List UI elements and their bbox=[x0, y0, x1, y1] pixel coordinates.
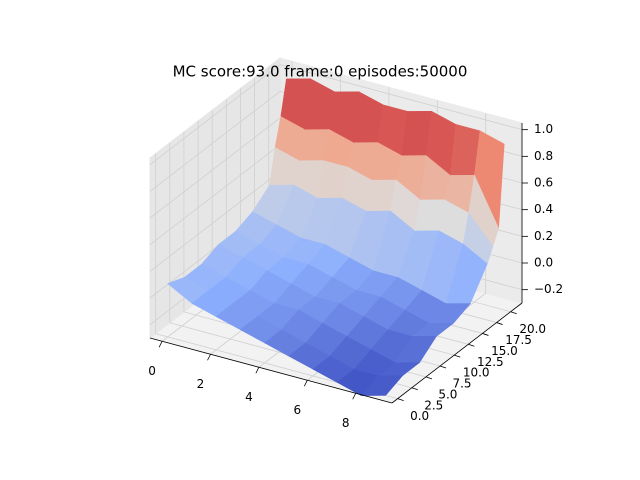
y-tick-label: 2.5 bbox=[424, 398, 443, 412]
y-tick bbox=[468, 343, 475, 347]
y-tick bbox=[496, 322, 503, 325]
z-tick-label: 0.8 bbox=[534, 149, 553, 163]
z-tick-label: 1.0 bbox=[534, 122, 553, 136]
z-tick-label: 0.2 bbox=[534, 229, 553, 243]
x-tick bbox=[303, 380, 308, 387]
y-tick-label: 0.0 bbox=[410, 409, 429, 423]
x-axis bbox=[149, 337, 393, 404]
z-tick-label: 0.4 bbox=[534, 202, 553, 216]
grid-line bbox=[149, 171, 281, 272]
x-tick-label: 2 bbox=[197, 377, 205, 391]
y-tick bbox=[411, 387, 418, 391]
x-tick bbox=[158, 341, 163, 348]
x-tick bbox=[255, 367, 260, 374]
surface bbox=[167, 78, 505, 396]
surface-face bbox=[360, 375, 404, 396]
y-tick bbox=[482, 333, 489, 336]
y-tick-label: 20.0 bbox=[519, 322, 546, 336]
grid-line bbox=[149, 91, 281, 192]
y-tick bbox=[425, 376, 433, 380]
x-tick-label: 4 bbox=[245, 390, 253, 404]
chart-title: MC score:93.0 frame:0 episodes:50000 bbox=[173, 63, 468, 81]
x-tick bbox=[352, 393, 357, 400]
x-tick-label: 8 bbox=[342, 416, 350, 430]
y-tick bbox=[510, 311, 517, 315]
y-tick-label: 10.0 bbox=[463, 366, 490, 380]
y-tick-label: 17.5 bbox=[505, 333, 532, 347]
y-axis bbox=[391, 302, 523, 404]
y-tick-label: 15.0 bbox=[491, 344, 518, 358]
y-tick bbox=[454, 354, 461, 358]
y-tick-label: 5.0 bbox=[438, 387, 457, 401]
z-tick-label: −0.2 bbox=[534, 282, 563, 296]
y-tick bbox=[397, 398, 404, 402]
grid-line bbox=[149, 64, 281, 165]
z-tick-label: 0.6 bbox=[534, 176, 553, 190]
x-tick-label: 0 bbox=[148, 364, 156, 378]
grid-line bbox=[279, 64, 523, 131]
y-tick bbox=[439, 365, 447, 369]
x-tick-label: 6 bbox=[293, 403, 301, 417]
z-tick-label: 0.0 bbox=[534, 256, 553, 270]
grid-line bbox=[149, 144, 281, 245]
x-tick bbox=[207, 354, 211, 361]
y-tick-label: 7.5 bbox=[452, 377, 471, 391]
grid-line bbox=[149, 117, 281, 219]
y-tick-label: 12.5 bbox=[477, 355, 504, 369]
